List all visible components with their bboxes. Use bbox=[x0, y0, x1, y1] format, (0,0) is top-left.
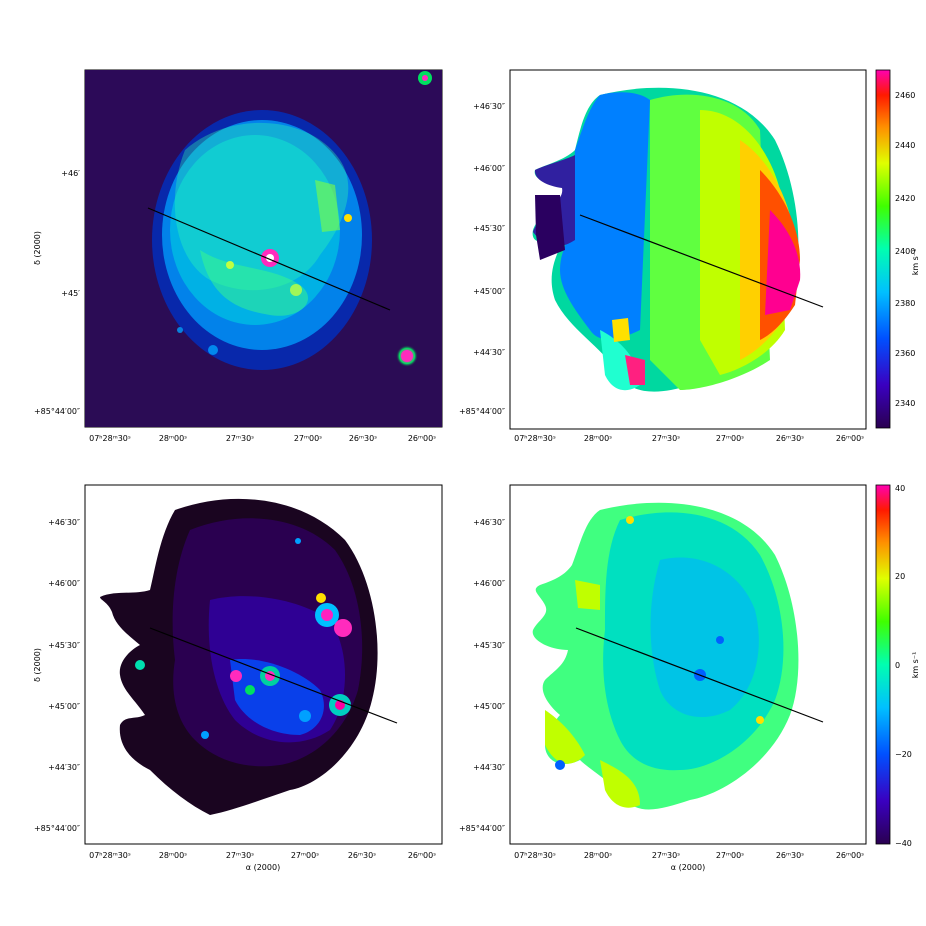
y-tick-label: +46′00″ bbox=[473, 579, 505, 588]
x-tick-label: 28ᵐ00ˢ bbox=[159, 434, 187, 443]
x-tick-label: 27ᵐ00ˢ bbox=[716, 434, 744, 443]
x-tick-label: 27ᵐ30ˢ bbox=[226, 434, 254, 443]
x-tick-label: 26ᵐ30ˢ bbox=[776, 434, 804, 443]
colorbar: 40 20 0 −20 −40 km s⁻¹ bbox=[875, 484, 920, 848]
image-area bbox=[532, 87, 824, 392]
x-tick-label: 27ᵐ00ˢ bbox=[291, 851, 319, 860]
panel-intensity-map: +46′ +45′ +85°44′00″ δ (2000) 07ʰ28ᵐ30ˢ … bbox=[33, 69, 443, 443]
y-tick-label: +45′30″ bbox=[48, 641, 80, 650]
x-tick-label: 26ᵐ30ˢ bbox=[776, 851, 804, 860]
x-tick-label: 26ᵐ00ˢ bbox=[836, 851, 864, 860]
x-axis-label: α (2000) bbox=[671, 863, 705, 872]
panel-residual-velocity-map: +46′30″ +46′00″ +45′30″ +45′00″ +44′30″ … bbox=[459, 484, 920, 872]
y-tick-labels: +46′ +45′ +85°44′00″ bbox=[34, 169, 80, 416]
x-tick-label: 07ʰ28ᵐ30ˢ bbox=[89, 851, 131, 860]
y-tick-label: +45′30″ bbox=[473, 641, 505, 650]
x-tick-labels: 07ʰ28ᵐ30ˢ 28ᵐ00ˢ 27ᵐ30ˢ 27ᵐ00ˢ 26ᵐ30ˢ 26… bbox=[89, 434, 436, 443]
colorbar-tick-label: 40 bbox=[895, 484, 905, 493]
image-area bbox=[85, 70, 442, 427]
x-tick-label: 07ʰ28ᵐ30ˢ bbox=[89, 434, 131, 443]
y-tick-label: +44′30″ bbox=[473, 763, 505, 772]
x-tick-labels: 07ʰ28ᵐ30ˢ 28ᵐ00ˢ 27ᵐ30ˢ 27ᵐ00ˢ 26ᵐ30ˢ 26… bbox=[514, 851, 864, 860]
y-axis-label: δ (2000) bbox=[33, 231, 42, 265]
image-area bbox=[100, 498, 398, 815]
y-axis-label: δ (2000) bbox=[33, 648, 42, 682]
y-tick-label: +46′ bbox=[61, 169, 80, 178]
colorbar-tick-label: 0 bbox=[895, 661, 900, 670]
y-tick-label: +46′30″ bbox=[48, 518, 80, 527]
x-tick-label: 27ᵐ00ˢ bbox=[294, 434, 322, 443]
panel-dispersion-map: +46′30″ +46′00″ +45′30″ +45′00″ +44′30″ … bbox=[33, 484, 443, 872]
slit-line bbox=[149, 627, 398, 724]
y-tick-label: +85°44′00″ bbox=[34, 824, 80, 833]
x-tick-label: 26ᵐ00ˢ bbox=[408, 851, 436, 860]
y-tick-label: +46′30″ bbox=[473, 518, 505, 527]
colorbar-label: km s⁻¹ bbox=[911, 249, 920, 276]
x-tick-label: 26ᵐ30ˢ bbox=[349, 434, 377, 443]
y-tick-label: +85°44′00″ bbox=[34, 407, 80, 416]
colorbar-label: km s⁻¹ bbox=[911, 652, 920, 679]
colorbar-tick-label: 2360 bbox=[895, 349, 915, 358]
y-tick-label: +45′30″ bbox=[473, 224, 505, 233]
colorbar-tick-label: 2460 bbox=[895, 91, 915, 100]
y-tick-label: +45′00″ bbox=[48, 702, 80, 711]
colorbar-tick-label: −40 bbox=[895, 839, 912, 848]
colorbar-tick-label: 2340 bbox=[895, 399, 915, 408]
slit-line bbox=[579, 214, 824, 308]
y-tick-label: +45′ bbox=[61, 289, 80, 298]
y-tick-labels: +46′30″ +46′00″ +45′30″ +45′00″ +44′30″ … bbox=[459, 518, 505, 833]
y-tick-label: +46′30″ bbox=[473, 102, 505, 111]
x-tick-label: 27ᵐ30ˢ bbox=[652, 434, 680, 443]
colorbar-tick-label: 2380 bbox=[895, 299, 915, 308]
x-tick-label: 27ᵐ00ˢ bbox=[716, 851, 744, 860]
y-tick-label: +45′00″ bbox=[473, 702, 505, 711]
x-tick-label: 26ᵐ30ˢ bbox=[348, 851, 376, 860]
colorbar-tick-label: 2400 bbox=[895, 247, 915, 256]
y-tick-label: +46′00″ bbox=[48, 579, 80, 588]
y-tick-label: +44′30″ bbox=[48, 763, 80, 772]
colorbar: 2460 2440 2420 2400 2380 2360 2340 km s⁻… bbox=[875, 69, 920, 429]
x-tick-label: 26ᵐ00ˢ bbox=[408, 434, 436, 443]
colorbar-tick-label: −20 bbox=[895, 750, 912, 759]
x-tick-label: 28ᵐ00ˢ bbox=[584, 851, 612, 860]
x-tick-label: 07ʰ28ᵐ30ˢ bbox=[514, 434, 556, 443]
slit-line bbox=[147, 207, 391, 311]
y-tick-label: +85°44′00″ bbox=[459, 407, 505, 416]
x-tick-label: 07ʰ28ᵐ30ˢ bbox=[514, 851, 556, 860]
x-tick-label: 27ᵐ30ˢ bbox=[226, 851, 254, 860]
x-tick-label: 28ᵐ00ˢ bbox=[584, 434, 612, 443]
y-tick-label: +85°44′00″ bbox=[459, 824, 505, 833]
y-tick-label: +44′30″ bbox=[473, 348, 505, 357]
panel-velocity-field: +46′30″ +46′00″ +45′30″ +45′00″ +44′30″ … bbox=[459, 69, 920, 443]
x-tick-label: 26ᵐ00ˢ bbox=[836, 434, 864, 443]
y-tick-label: +45′00″ bbox=[473, 287, 505, 296]
x-tick-labels: 07ʰ28ᵐ30ˢ 28ᵐ00ˢ 27ᵐ30ˢ 27ᵐ00ˢ 26ᵐ30ˢ 26… bbox=[89, 851, 436, 860]
slit-line bbox=[575, 627, 824, 723]
colorbar-tick-label: 2420 bbox=[895, 194, 915, 203]
x-axis-label: α (2000) bbox=[246, 863, 280, 872]
image-area bbox=[532, 502, 824, 810]
x-tick-label: 27ᵐ30ˢ bbox=[652, 851, 680, 860]
x-tick-label: 28ᵐ00ˢ bbox=[159, 851, 187, 860]
y-tick-labels: +46′30″ +46′00″ +45′30″ +45′00″ +44′30″ … bbox=[459, 102, 505, 416]
x-tick-labels: 07ʰ28ᵐ30ˢ 28ᵐ00ˢ 27ᵐ30ˢ 27ᵐ00ˢ 26ᵐ30ˢ 26… bbox=[514, 434, 864, 443]
colorbar-tick-label: 2440 bbox=[895, 141, 915, 150]
y-tick-labels: +46′30″ +46′00″ +45′30″ +45′00″ +44′30″ … bbox=[34, 518, 80, 833]
y-tick-label: +46′00″ bbox=[473, 164, 505, 173]
colorbar-tick-label: 20 bbox=[895, 572, 905, 581]
